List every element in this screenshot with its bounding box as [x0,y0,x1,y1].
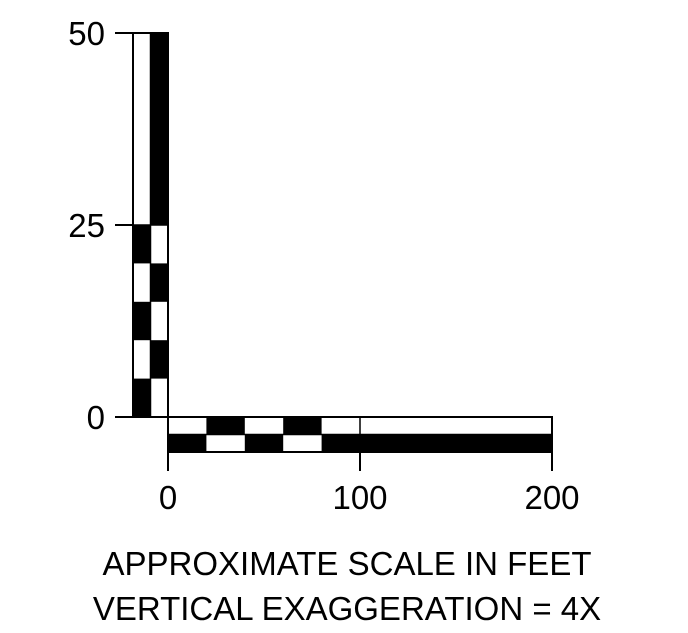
vertical-bar-segment-upper [150,33,168,225]
horizontal-bar-checker [168,434,207,452]
vertical-bar-checker [150,263,168,302]
vertical-bar-checker [150,340,168,379]
horizontal-bar-checker [206,417,245,435]
horizontal-tick-label-0: 0 [159,479,177,516]
horizontal-bar-checker [321,434,360,452]
horizontal-bar-checker [244,434,284,452]
vertical-axis: 50 25 0 [68,15,133,436]
vertical-scale-bar [132,32,169,418]
caption-exaggeration: VERTICAL EXAGGERATION = 4X [93,590,601,627]
vertical-bar-checker [133,225,151,264]
vertical-bar-checker [133,301,151,341]
horizontal-axis: 0 100 200 [159,452,580,516]
horizontal-bar-checker [283,417,322,435]
caption-scale: APPROXIMATE SCALE IN FEET [103,545,592,582]
vertical-bar-checker [133,378,151,417]
horizontal-tick-label-200: 200 [524,479,579,516]
horizontal-scale-bar [167,416,553,453]
horizontal-bar-segment-long [360,434,552,452]
vertical-tick-label-0: 0 [87,399,105,436]
vertical-tick-label-50: 50 [68,15,105,52]
vertical-tick-label-25: 25 [68,207,105,244]
horizontal-tick-label-100: 100 [332,479,387,516]
